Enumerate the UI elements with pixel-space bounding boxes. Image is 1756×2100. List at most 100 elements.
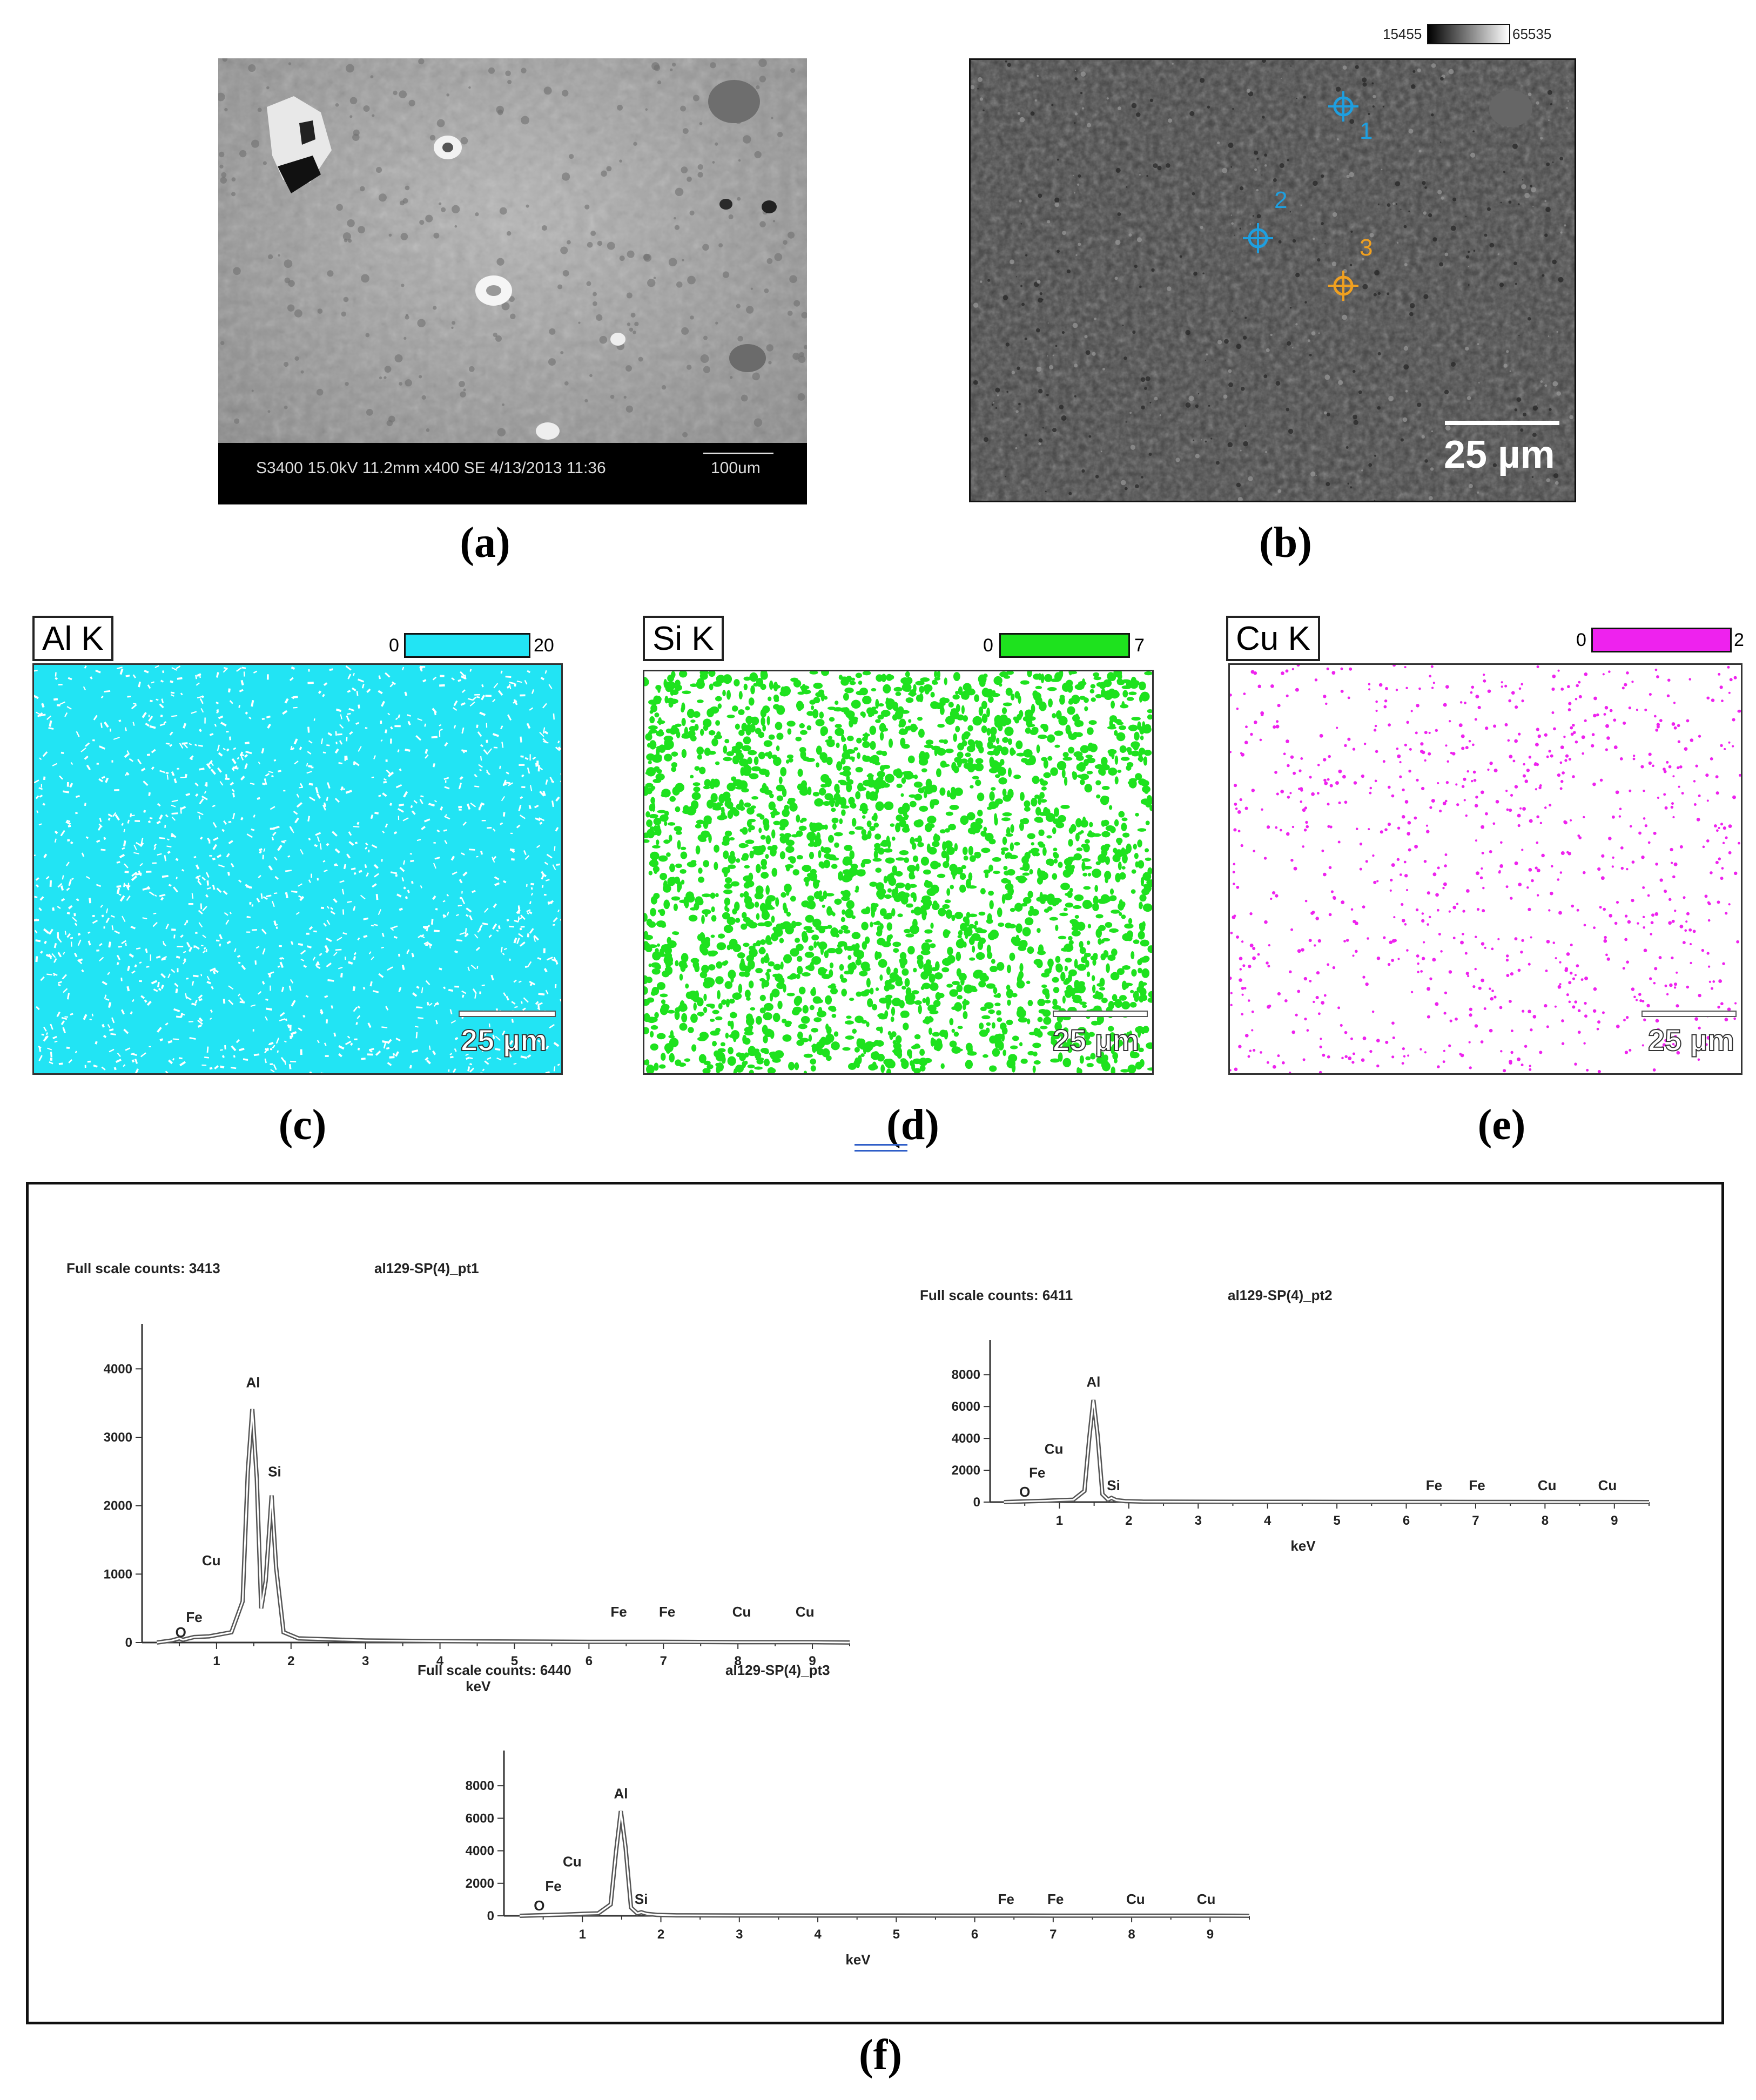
y-tick-label: 2000 [466, 1876, 494, 1891]
analysis-point-label: 3 [1360, 234, 1372, 261]
x-tick-label: 1 [579, 1927, 586, 1942]
sem-image-b: 1 2 3 25 µm [969, 58, 1576, 502]
colorbar-gradient [1427, 24, 1510, 44]
x-tick-label: 6 [586, 1654, 593, 1668]
peak-label: Cu [1538, 1477, 1557, 1493]
x-tick-label: 5 [1333, 1513, 1340, 1528]
x-axis-label: keV [466, 1678, 491, 1694]
spectrum-line [157, 1409, 850, 1644]
x-tick-label: 3 [736, 1927, 743, 1942]
map-c-field: 25 µm [32, 663, 563, 1075]
x-tick-label: 7 [1472, 1513, 1479, 1528]
peak-label: O [534, 1897, 544, 1914]
peak-label: Fe [1047, 1891, 1064, 1907]
map-e-texture [1230, 665, 1741, 1073]
x-tick-label: 4 [814, 1927, 822, 1942]
peak-label: Si [268, 1463, 281, 1479]
map-d-colorbar [999, 633, 1130, 658]
caption-b: (b) [1259, 519, 1312, 567]
map-e-field: 25 µm [1228, 663, 1742, 1075]
map-e-min: 0 [1576, 630, 1586, 650]
caption-f: (f) [859, 2031, 902, 2079]
x-tick-label: 2 [1125, 1513, 1132, 1528]
peak-label: Cu [1598, 1477, 1617, 1493]
map-c-texture [34, 665, 561, 1073]
x-axis-label: keV [845, 1951, 871, 1968]
map-e: Cu K 0 2 25 µm [1226, 616, 1750, 1086]
caption-a: (a) [460, 519, 510, 567]
spectrum-title: Full scale counts: 3413 [66, 1260, 220, 1276]
map-c-max: 20 [534, 635, 554, 656]
map-d-scale-bar [1053, 1011, 1148, 1017]
spectrum-series-label: al129-SP(4)_pt1 [374, 1260, 479, 1276]
x-tick-label: 2 [287, 1654, 294, 1668]
peak-label: Fe [1426, 1477, 1442, 1493]
colorbar-max: 65535 [1512, 26, 1552, 42]
map-d: Si K 0 7 25 µm [643, 616, 1183, 1086]
eds-spectra: Full scale counts: 3413 al129-SP(4)_pt1 0 1… [66, 1260, 1650, 1968]
spectrum-series-label: al129-SP(4)_pt3 [725, 1662, 830, 1678]
sem-image-a: S3400 15.0kV 11.2mm x400 SE 4/13/2013 11… [218, 58, 807, 504]
analysis-point-1: 1 [1328, 91, 1372, 144]
sem-b-scale-bar [1445, 421, 1559, 425]
map-c-min: 0 [389, 635, 399, 656]
peak-label: Fe [1029, 1465, 1045, 1481]
y-tick-label: 8000 [952, 1368, 980, 1382]
y-tick-label: 4000 [952, 1431, 980, 1446]
caption-d-underline [855, 1144, 907, 1152]
map-c-scale-bar [459, 1011, 556, 1017]
sem-scale-text: 100um [711, 459, 761, 477]
x-tick-label: 8 [1542, 1513, 1549, 1528]
peak-label: Fe [998, 1891, 1014, 1907]
spectrum-series-label: al129-SP(4)_pt2 [1228, 1287, 1333, 1303]
y-tick-label: 3000 [104, 1430, 132, 1445]
y-tick-label: 2000 [104, 1499, 132, 1513]
map-c-title: Al K [32, 616, 113, 661]
x-tick-label: 4 [1264, 1513, 1271, 1528]
eds-spectra-panel: Full scale counts: 3413 al129-SP(4)_pt1 0 1… [26, 1182, 1724, 2024]
y-tick-label: 4000 [104, 1362, 132, 1376]
y-tick-label: 0 [973, 1495, 980, 1510]
peak-label: Al [246, 1375, 260, 1391]
map-d-texture [644, 671, 1152, 1073]
analysis-point-label: 1 [1360, 118, 1372, 144]
map-d-scale-text: 25 µm [1052, 1022, 1140, 1058]
y-tick-label: 8000 [466, 1779, 494, 1793]
spectrum-pt3: Full scale counts: 6440 al129-SP(4)_pt3 0 2… [418, 1662, 1250, 1968]
peak-label: Al [1086, 1374, 1100, 1390]
analysis-point-2: 2 [1243, 187, 1287, 253]
x-tick-label: 7 [1049, 1927, 1057, 1942]
map-e-title: Cu K [1226, 616, 1320, 661]
x-tick-label: 1 [1056, 1513, 1063, 1528]
x-tick-label: 2 [657, 1927, 664, 1942]
analysis-point-3: 3 [1328, 234, 1372, 301]
y-tick-label: 6000 [952, 1399, 980, 1414]
map-e-scale-text: 25 µm [1647, 1022, 1735, 1058]
sem-texture-a [218, 58, 807, 504]
peak-label: O [176, 1624, 186, 1640]
peak-label: Si [635, 1891, 648, 1907]
peak-label: Cu [1045, 1441, 1064, 1457]
peak-label: Cu [563, 1854, 582, 1870]
peak-label: Cu [796, 1604, 815, 1620]
peak-label: Fe [545, 1878, 561, 1894]
map-d-field: 25 µm [643, 670, 1154, 1075]
peak-label: Cu [202, 1552, 221, 1569]
peak-label: O [1019, 1484, 1030, 1500]
peak-label: Fe [659, 1604, 675, 1620]
map-d-max: 7 [1134, 635, 1145, 656]
x-tick-label: 6 [1403, 1513, 1410, 1528]
x-tick-label: 5 [511, 1654, 518, 1668]
x-tick-label: 7 [660, 1654, 667, 1668]
x-tick-label: 9 [1611, 1513, 1618, 1528]
x-tick-label: 5 [893, 1927, 900, 1942]
peak-label: Si [1107, 1477, 1120, 1493]
caption-d: (d) [886, 1101, 939, 1149]
x-tick-label: 1 [213, 1654, 220, 1668]
y-tick-label: 2000 [952, 1463, 980, 1478]
peak-label: Cu [1197, 1891, 1216, 1907]
intensity-colorbar: 15455 65535 [1383, 18, 1566, 51]
sem-b-scale-text: 25 µm [1444, 433, 1555, 476]
map-d-title: Si K [643, 616, 724, 661]
x-tick-label: 6 [971, 1927, 978, 1942]
